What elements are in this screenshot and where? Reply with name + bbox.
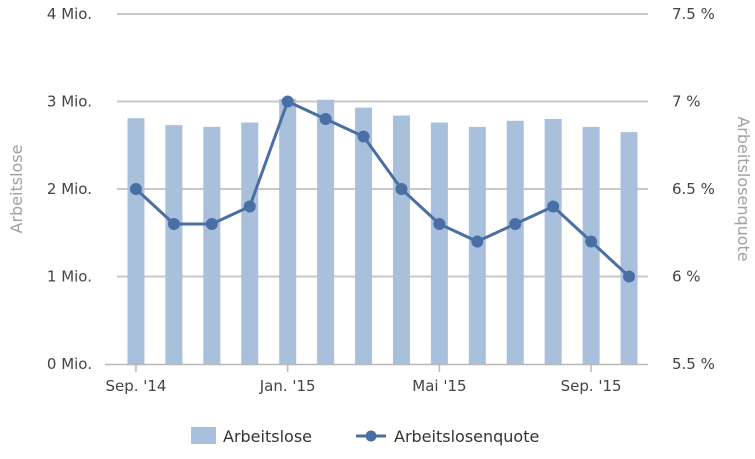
y-axis-right-title: Arbeitslosenquote [734, 116, 753, 261]
y-right-tick-label: 7 % [672, 93, 701, 111]
bar[interactable] [392, 115, 410, 365]
line-point[interactable] [395, 183, 408, 195]
bar[interactable] [544, 119, 562, 364]
line-series [129, 95, 636, 283]
legend-item-arbeitslose[interactable]: Arbeitslose [191, 427, 312, 446]
y-left-tick-label: 2 Mio. [47, 180, 92, 198]
y-right-tick-label: 6 % [672, 268, 701, 286]
bar[interactable] [203, 126, 221, 364]
y-right-tick-label: 7.5 % [672, 5, 715, 23]
line-point[interactable] [547, 200, 560, 213]
bar[interactable] [241, 122, 259, 365]
x-tick-label: Sep. '15 [561, 377, 622, 395]
x-tick-label: Mai '15 [412, 377, 466, 395]
line-point[interactable] [319, 113, 332, 125]
line-point[interactable] [281, 95, 294, 108]
x-axis: Sep. '14 Jan. '15 Mai '15 Sep. '15 [105, 363, 648, 395]
y-axis-left: 0 Mio. 1 Mio. 2 Mio. 3 Mio. 4 Mio. [47, 5, 92, 373]
legend[interactable]: Arbeitslose Arbeitslosenquote [191, 427, 539, 446]
y-axis-left-title: Arbeitslose [7, 145, 26, 234]
bar[interactable] [506, 120, 524, 364]
bar[interactable] [317, 99, 335, 364]
y-left-tick-label: 4 Mio. [47, 5, 92, 23]
bar[interactable] [127, 118, 145, 364]
line-point[interactable] [167, 218, 180, 230]
line-point[interactable] [129, 183, 142, 195]
y-left-tick-label: 1 Mio. [47, 268, 92, 286]
bar[interactable] [165, 125, 183, 364]
y-left-tick-label: 3 Mio. [47, 93, 92, 111]
line-point[interactable] [585, 235, 598, 248]
x-tick-label: Jan. '15 [259, 377, 316, 395]
line-point[interactable] [357, 130, 370, 143]
legend-label-arbeitslosenquote: Arbeitslosenquote [394, 427, 539, 446]
bar[interactable] [355, 107, 373, 364]
bar[interactable] [620, 132, 638, 364]
bar[interactable] [430, 122, 448, 365]
line-point[interactable] [509, 218, 522, 230]
y-axis-right: 5.5 % 6 % 6.5 % 7 % 7.5 % [672, 5, 715, 373]
bar[interactable] [279, 98, 297, 364]
line-point[interactable] [623, 270, 636, 283]
line-point[interactable] [433, 218, 446, 230]
legend-item-arbeitslosenquote[interactable]: Arbeitslosenquote [356, 427, 539, 446]
x-tick-label: Sep. '14 [105, 377, 166, 395]
gridlines [117, 13, 648, 278]
y-right-tick-label: 6.5 % [672, 180, 715, 198]
bar-series [127, 98, 638, 365]
legend-bar-swatch [191, 427, 216, 444]
y-left-tick-label: 0 Mio. [47, 355, 92, 373]
y-right-tick-label: 5.5 % [672, 355, 715, 373]
series-line [134, 100, 631, 278]
legend-label-arbeitslose: Arbeitslose [223, 427, 312, 446]
line-point[interactable] [243, 200, 256, 213]
line-point[interactable] [471, 235, 484, 248]
line-point[interactable] [205, 218, 218, 230]
legend-line-marker [365, 430, 377, 442]
